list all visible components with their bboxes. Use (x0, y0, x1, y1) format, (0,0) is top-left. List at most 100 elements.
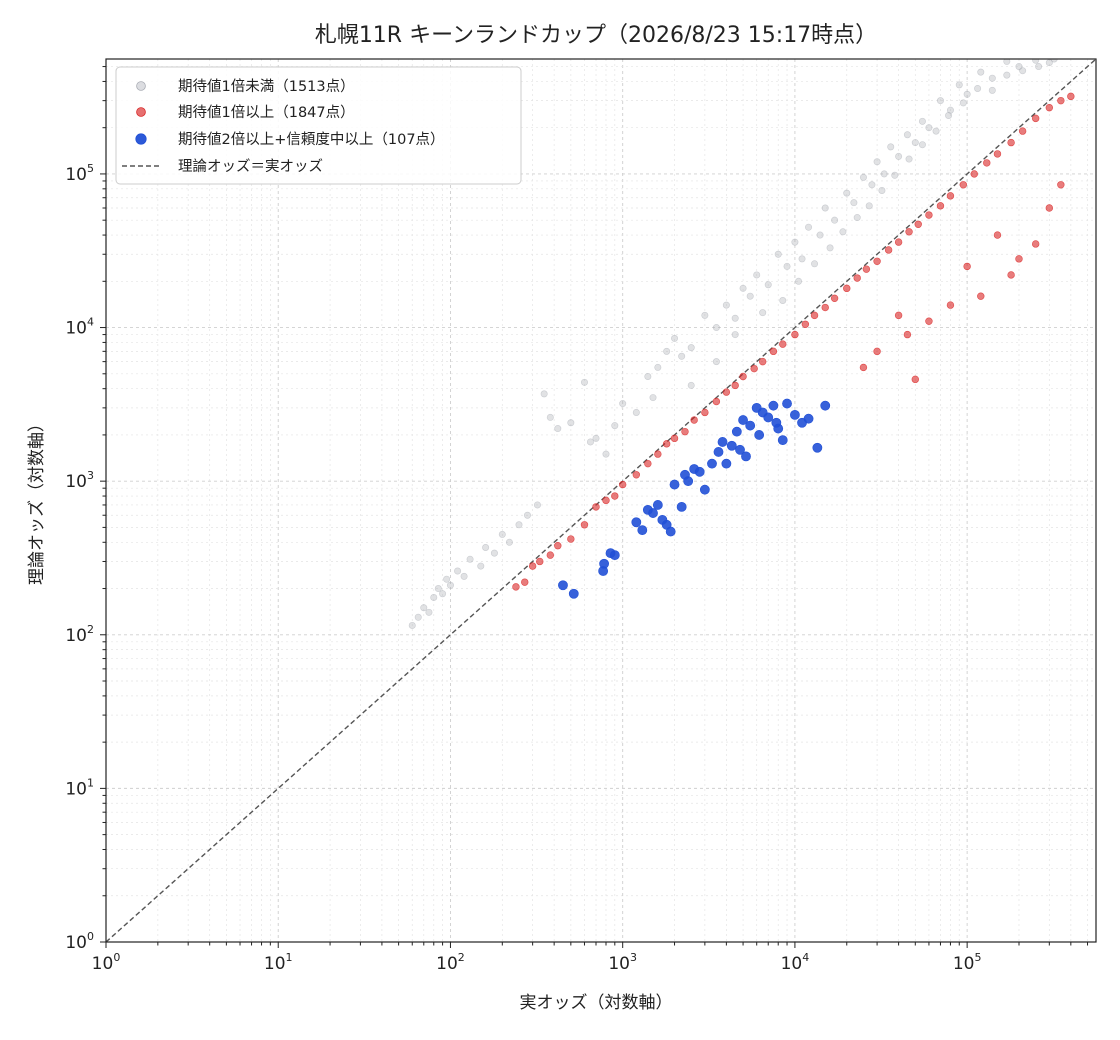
point (546, 413, 554, 421)
point (731, 426, 742, 437)
point (801, 320, 810, 328)
y-axis-title: 理論オッズ（対数軸） (27, 415, 47, 585)
point (745, 420, 756, 431)
reference-line-layer (106, 59, 1096, 942)
point (774, 250, 782, 258)
point (611, 422, 619, 430)
legend: 期待値1倍未満（1513点） 期待値1倍以上（1847点） 期待値2倍以上+信頼度中… (115, 66, 522, 185)
point (663, 347, 671, 355)
point (712, 397, 721, 406)
point (779, 340, 787, 348)
point (1015, 255, 1023, 263)
point (690, 416, 698, 424)
point (758, 357, 767, 366)
point (637, 525, 648, 536)
point (536, 557, 544, 566)
point (1031, 114, 1040, 123)
legend-label: 期待値1倍以上（1847点） (178, 104, 355, 121)
point (540, 390, 548, 398)
point (523, 511, 531, 519)
point (812, 442, 823, 453)
y-tick-label: 100 (65, 930, 94, 953)
point (477, 562, 485, 570)
point (619, 400, 627, 408)
point (887, 143, 895, 151)
point (810, 311, 819, 320)
point (843, 189, 851, 197)
point (554, 542, 562, 550)
point (586, 438, 594, 446)
point (592, 434, 600, 442)
point (434, 585, 442, 593)
point (859, 363, 868, 372)
point (905, 228, 913, 236)
point (914, 220, 922, 229)
point (754, 430, 765, 440)
x-tick-label: 101 (264, 951, 293, 974)
point (1007, 271, 1015, 279)
point (1057, 96, 1065, 105)
grid (105, 59, 1096, 943)
point (1045, 204, 1054, 212)
point (763, 412, 774, 423)
point (425, 608, 433, 616)
point (618, 480, 627, 489)
point (687, 344, 695, 352)
point (771, 417, 782, 428)
point (721, 458, 732, 469)
point (1018, 127, 1027, 135)
point (932, 127, 940, 135)
point (446, 581, 454, 589)
point (782, 398, 792, 409)
point (894, 311, 903, 320)
legend-label: 期待値1倍未満（1513点） (178, 78, 355, 95)
point (895, 152, 903, 160)
point (649, 394, 657, 402)
point (903, 131, 911, 139)
point (726, 440, 737, 451)
point (722, 301, 730, 309)
point (1035, 63, 1043, 71)
reference-line (106, 59, 1096, 942)
point (665, 526, 676, 537)
point (567, 419, 575, 427)
point (687, 381, 695, 389)
point (701, 408, 709, 417)
point (681, 427, 689, 436)
point (811, 260, 819, 268)
point (850, 199, 858, 207)
point (779, 296, 787, 304)
point (1019, 67, 1027, 75)
point (1067, 92, 1075, 101)
point (408, 621, 416, 629)
point (1003, 59, 1011, 65)
point (712, 358, 720, 366)
point (993, 150, 1002, 158)
point (955, 81, 963, 89)
point (977, 68, 985, 76)
point (678, 352, 686, 360)
point (805, 223, 813, 231)
point (959, 181, 968, 189)
point (609, 550, 620, 561)
point (1007, 138, 1015, 147)
point (466, 555, 474, 563)
point (1003, 71, 1011, 79)
point (974, 84, 982, 92)
point (963, 262, 971, 271)
series-2 (558, 398, 831, 599)
point (820, 400, 831, 411)
point (580, 521, 589, 529)
point (826, 244, 834, 252)
point (873, 257, 881, 265)
point (865, 202, 873, 210)
point (599, 558, 610, 569)
point (648, 508, 658, 518)
point (1045, 103, 1054, 112)
x-tick-label: 105 (953, 951, 982, 974)
point (611, 492, 619, 500)
point (862, 265, 871, 273)
point (946, 192, 955, 200)
y-tick-label: 105 (65, 162, 94, 185)
point (768, 400, 779, 411)
